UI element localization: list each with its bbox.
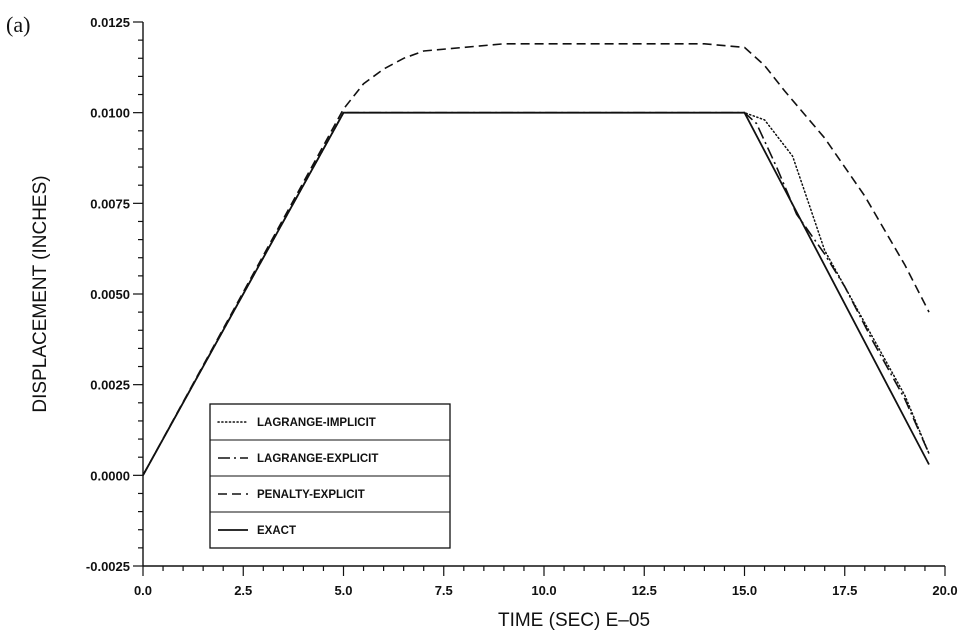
panel-label: (a) [6,12,30,37]
y-tick-label: 0.0075 [90,196,130,211]
legend-label: PENALTY-EXPLICIT [257,489,365,501]
x-tick-label: 7.5 [435,583,453,598]
y-tick-label: -0.0025 [86,559,130,574]
x-tick-label: 12.5 [632,583,657,598]
series-line-lagrange-explicit [142,111,930,476]
x-tick-label: 17.5 [832,583,857,598]
series-line-exact [142,111,930,476]
y-tick-label: 0.0025 [90,378,130,393]
legend: LAGRANGE-IMPLICIT LAGRANGE-EXPLICIT PENALT… [209,403,451,549]
x-axis-title: TIME (SEC) E–05 [498,610,650,631]
x-tick-label: 5.0 [334,583,352,598]
x-axis-ticks: 0.0 2.5 5.0 7.5 10.0 12.5 15.0 17.5 20.0 [134,566,958,598]
y-axis-ticks: -0.0025 0.0000 0.0025 0.0050 0.0075 0.0100 0.0… [86,15,143,574]
x-tick-label: 20.0 [932,583,957,598]
x-tick-label: 10.0 [531,583,556,598]
legend-label: LAGRANGE-EXPLICIT [257,453,378,465]
y-tick-label: 0.0000 [90,468,130,483]
x-tick-label: 2.5 [234,583,252,598]
series-group [142,42,930,477]
legend-label: LAGRANGE-IMPLICIT [257,417,376,429]
series-line-penalty-explicit [142,42,930,476]
x-tick-label: 15.0 [732,583,757,598]
y-tick-label: 0.0050 [90,287,130,302]
x-tick-label: 0.0 [134,583,152,598]
y-axis-title: DISPLACEMENT (INCHES) [30,175,51,412]
legend-label: EXACT [257,525,296,537]
y-tick-label: 0.0100 [90,106,130,121]
y-tick-label: 0.0125 [90,15,130,30]
